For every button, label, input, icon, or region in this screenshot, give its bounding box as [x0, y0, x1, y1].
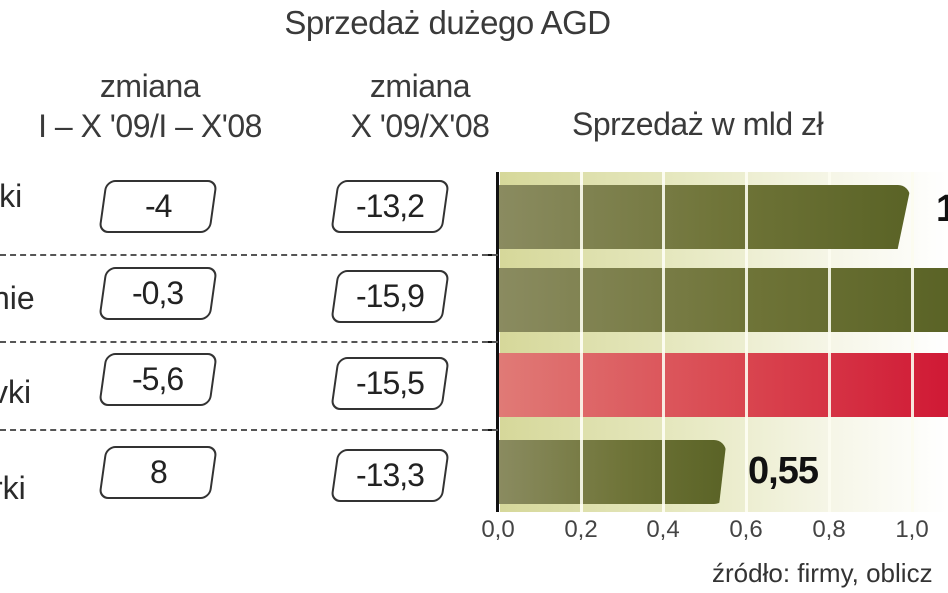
- change-ytd-badge: -0,3: [98, 267, 218, 320]
- gridline-overlay: [662, 172, 665, 512]
- column-header-line1: zmiana: [369, 68, 471, 104]
- change-month-value: -13,2: [356, 188, 424, 224]
- change-month-value: -15,5: [356, 365, 424, 401]
- change-ytd-value: 8: [149, 454, 167, 490]
- bar-row-2: [499, 268, 948, 332]
- row-separator: [0, 429, 498, 431]
- row-label-4: rki: [0, 470, 26, 506]
- change-ytd-badge: -4: [98, 180, 218, 233]
- row-label-2: nie: [0, 280, 35, 316]
- bar-value-row-4: 0,55: [748, 450, 819, 492]
- column-header-line1: zmiana: [99, 68, 201, 104]
- change-ytd-value: -5,6: [132, 361, 184, 397]
- row-separator: [0, 254, 498, 256]
- change-month-badge: -15,5: [330, 357, 450, 410]
- change-ytd-value: -4: [144, 188, 172, 224]
- change-month-value: -13,3: [356, 457, 424, 493]
- column-header-change-month: zmiana X '09/X'08: [330, 66, 510, 146]
- change-month-badge: -13,2: [330, 180, 450, 233]
- column-header-change-ytd: zmiana I – X '09/I – X'08: [0, 66, 300, 146]
- source-note: źródło: firmy, oblicz: [712, 558, 933, 588]
- row-label-3: vki: [0, 374, 32, 410]
- x-tick-label: 1,0: [895, 516, 929, 543]
- change-ytd-badge: -5,6: [98, 353, 218, 406]
- column-header-sales: Sprzedaż w mld zł: [572, 106, 824, 142]
- bar-row-3: [499, 353, 948, 417]
- bar-row-4: [499, 440, 726, 504]
- bar-row-1: [499, 185, 910, 249]
- gridline-overlay: [828, 268, 831, 418]
- change-month-badge: -13,3: [330, 449, 450, 502]
- chart-title: Sprzedaż dużego AGD: [284, 4, 611, 41]
- change-month-value: -15,9: [356, 278, 424, 314]
- gridline-overlay: [580, 172, 583, 512]
- x-tick-label: 0,0: [481, 516, 515, 543]
- row-separator: [0, 341, 498, 343]
- bar-value-row-1: 1: [936, 188, 948, 230]
- change-month-badge: -15,9: [330, 270, 450, 323]
- column-header-line2: I – X '09/I – X'08: [38, 108, 262, 144]
- row-label-1: lki: [0, 178, 23, 214]
- x-tick-label: 0,2: [564, 516, 598, 543]
- x-tick-label: 0,8: [812, 516, 846, 543]
- change-ytd-badge: 8: [98, 446, 218, 499]
- change-ytd-value: -0,3: [132, 275, 184, 311]
- column-header-line2: X '09/X'08: [350, 108, 490, 144]
- gridline-overlay: [911, 268, 914, 418]
- gridline-overlay: [745, 172, 748, 512]
- x-tick-label: 0,6: [729, 516, 763, 543]
- x-tick-label: 0,4: [646, 516, 680, 543]
